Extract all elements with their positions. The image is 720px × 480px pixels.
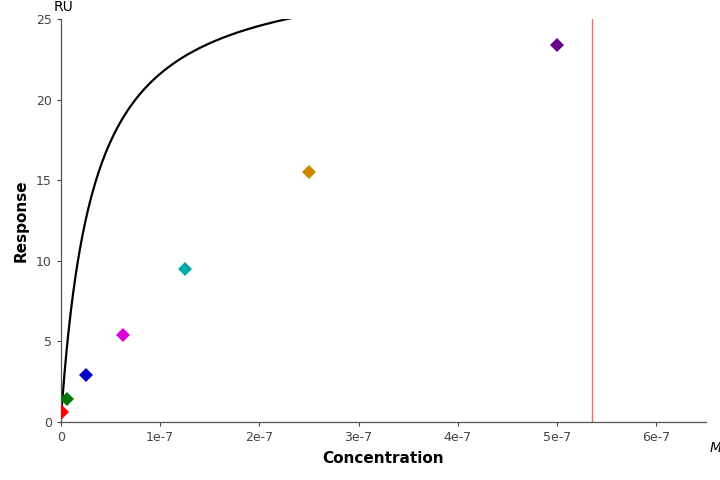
Text: M: M [710, 441, 720, 456]
X-axis label: Concentration: Concentration [323, 451, 444, 466]
Text: RU: RU [53, 0, 73, 14]
Y-axis label: Response: Response [14, 179, 29, 262]
